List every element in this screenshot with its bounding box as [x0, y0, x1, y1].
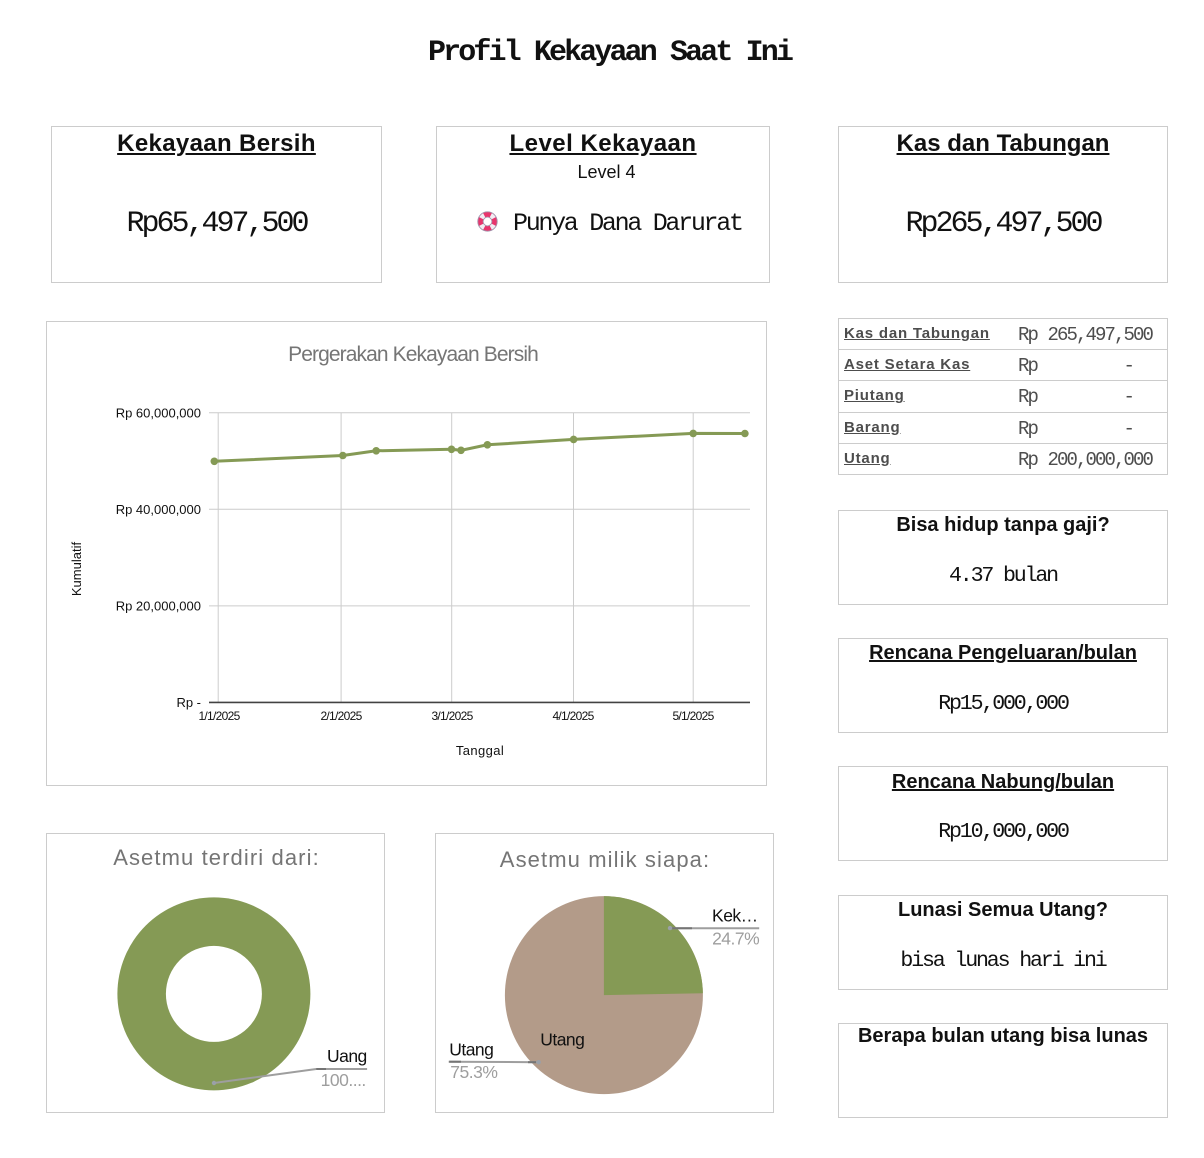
svg-text:Utang: Utang — [449, 1040, 493, 1060]
svg-text:4/1/2025: 4/1/2025 — [552, 709, 594, 723]
svg-text:Rp 40,000,000: Rp 40,000,000 — [116, 502, 201, 517]
svg-text:2/1/2025: 2/1/2025 — [320, 709, 362, 723]
svg-text:Asetmu terdiri dari:: Asetmu terdiri dari: — [113, 845, 320, 870]
svg-text:Kumulatif: Kumulatif — [69, 542, 84, 597]
svg-text:Kek…: Kek… — [712, 906, 758, 926]
svg-text:3/1/2025: 3/1/2025 — [431, 709, 473, 723]
svg-text:1/1/2025: 1/1/2025 — [198, 709, 240, 723]
svg-text:100....: 100.... — [321, 1070, 366, 1090]
svg-text:Rp 20,000,000: Rp 20,000,000 — [116, 598, 201, 613]
svg-text:Tanggal: Tanggal — [456, 743, 504, 758]
svg-text:75.3%: 75.3% — [450, 1062, 497, 1082]
svg-text:Rp -: Rp - — [176, 695, 201, 710]
svg-text:5/1/2025: 5/1/2025 — [672, 709, 714, 723]
svg-text:24.7%: 24.7% — [712, 928, 759, 948]
svg-text:Pergerakan Kekayaan Bersih: Pergerakan Kekayaan Bersih — [288, 343, 538, 366]
svg-text:Utang: Utang — [540, 1030, 584, 1050]
svg-text:Uang: Uang — [327, 1046, 367, 1066]
svg-text:Asetmu milik siapa:: Asetmu milik siapa: — [499, 847, 709, 872]
svg-text:Rp 60,000,000: Rp 60,000,000 — [116, 405, 201, 420]
